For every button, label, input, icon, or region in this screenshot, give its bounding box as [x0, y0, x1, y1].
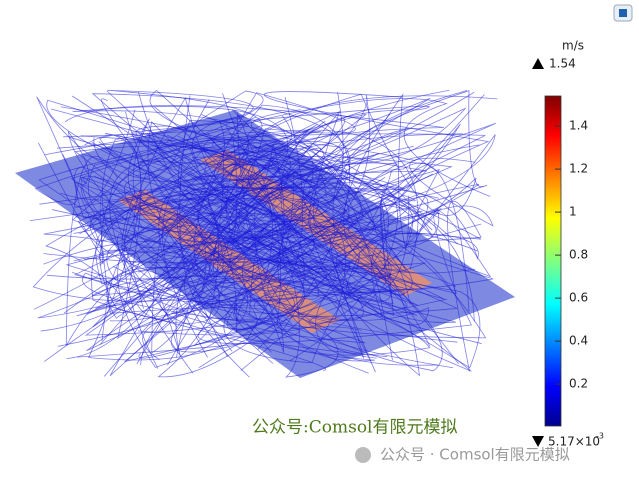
colorbar: m/s 1.54 5.17×10 -3 1.4 1.2 1 0.8 0.6 0.4 0.2	[532, 39, 604, 449]
streamline	[106, 186, 418, 320]
streamline	[252, 157, 494, 281]
streamline	[40, 128, 310, 356]
model	[15, 89, 515, 378]
min-marker	[532, 436, 544, 447]
streamline	[51, 108, 482, 372]
streamline	[178, 160, 424, 369]
streamline	[133, 96, 344, 264]
min-exponent: -3	[596, 432, 604, 441]
streamline	[236, 111, 351, 378]
streamline	[245, 162, 470, 317]
streamline	[123, 130, 322, 369]
streamline	[83, 150, 224, 354]
tick-label: 0.4	[569, 334, 588, 348]
streamline	[45, 111, 273, 321]
tick-label: 0.2	[569, 377, 588, 391]
streamline	[137, 91, 403, 246]
icon[interactable]	[613, 4, 633, 22]
watermark: 公众号:Comsol有限元模拟	[252, 418, 458, 438]
streamline	[44, 188, 479, 362]
streamline	[82, 185, 281, 326]
streamline	[39, 147, 327, 330]
wechat-icon	[355, 447, 371, 463]
streamline	[171, 173, 433, 364]
streamline	[189, 129, 419, 283]
streamline	[72, 105, 433, 300]
streamline	[67, 130, 274, 364]
color-scale	[544, 95, 562, 427]
tick-label: 1.4	[569, 119, 588, 133]
icon-glyph[interactable]	[619, 9, 627, 17]
footer-watermark: 公众号 · Comsol有限元模拟	[380, 446, 570, 464]
streamline	[157, 148, 391, 302]
streamline	[44, 117, 487, 339]
tick-label: 0.6	[569, 291, 588, 305]
streamline	[212, 132, 458, 343]
streamline	[84, 166, 386, 346]
tick-label: 0.8	[569, 248, 588, 262]
min-label: 5.17×10	[548, 435, 600, 449]
streamline	[74, 109, 472, 344]
max-marker	[532, 58, 544, 69]
streamlines	[29, 89, 498, 378]
unit: m/s	[562, 39, 584, 53]
streamline	[214, 158, 482, 317]
streamline	[60, 90, 484, 238]
streamline	[91, 92, 351, 366]
streamline	[232, 127, 410, 294]
streamline	[77, 140, 398, 293]
streamline	[127, 107, 488, 239]
tick-label: 1	[569, 205, 577, 219]
streamline	[34, 98, 491, 206]
max-label: 1.54	[549, 57, 576, 71]
streamline	[226, 95, 498, 287]
streamline	[149, 89, 440, 278]
streamline	[98, 93, 457, 323]
streamline	[64, 105, 445, 283]
streamline	[88, 97, 304, 361]
streamline	[234, 91, 490, 362]
streamline	[95, 227, 292, 377]
streamline	[80, 121, 441, 374]
tick-label: 1.2	[569, 162, 588, 176]
streamline	[32, 133, 463, 350]
